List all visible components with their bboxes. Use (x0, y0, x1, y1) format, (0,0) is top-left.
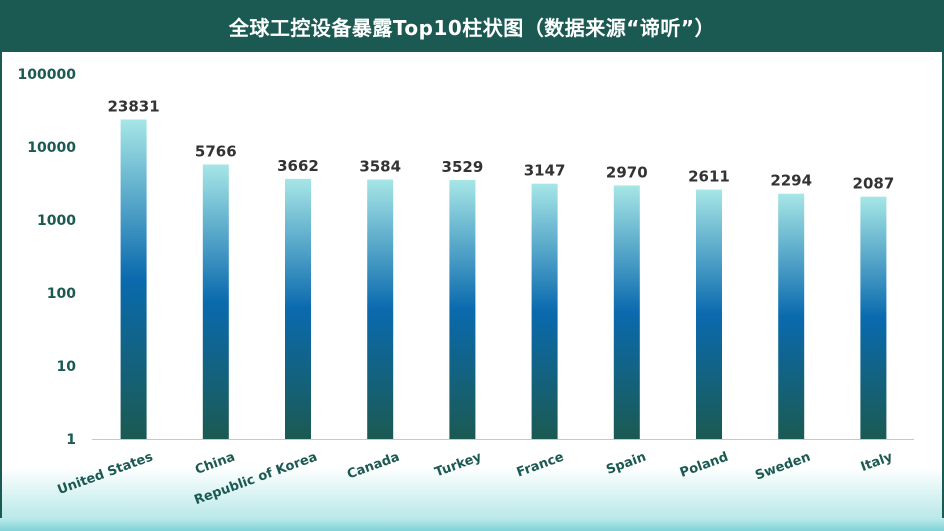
data-label: 5766 (195, 142, 237, 160)
data-label: 2087 (853, 175, 895, 193)
data-label: 23831 (108, 97, 160, 115)
bottom-band (0, 518, 944, 531)
bar (285, 178, 311, 439)
bar (202, 164, 229, 439)
data-label: 2970 (606, 163, 648, 181)
x-tick-label: France (515, 450, 566, 481)
x-tick-label: Turkey (433, 449, 484, 480)
data-label: 3662 (277, 157, 319, 175)
x-tick-label: Italy (859, 449, 895, 474)
x-tick-label: Poland (678, 450, 730, 481)
chart-title: 全球工控设备暴露Top10柱状图（数据来源“谛听”） (228, 15, 716, 40)
bar (778, 193, 805, 439)
bar (860, 196, 887, 439)
chart-header: 全球工控设备暴露Top10柱状图（数据来源“谛听”） (0, 0, 944, 52)
y-axis-ticks: 1 10 100 1000 10000 100000 (18, 67, 77, 448)
bar (613, 185, 640, 439)
y-tick-label: 10000 (27, 140, 76, 156)
y-tick-label: 1000 (37, 213, 76, 229)
bar (120, 119, 147, 439)
x-tick-label: Sweden (753, 450, 812, 484)
y-tick-label: 1 (66, 432, 76, 448)
data-label: 3147 (524, 162, 566, 180)
bar (449, 180, 476, 439)
y-tick-label: 100 (47, 286, 76, 302)
data-label: 2611 (688, 168, 730, 186)
x-tick-label: Canada (345, 450, 401, 483)
bars-group (120, 119, 887, 440)
data-labels-group: 23831 5766 3662 3584 3529 3147 2970 2611 2294 208… (108, 97, 895, 192)
x-tick-label: China (193, 450, 237, 478)
y-tick-label: 10 (57, 359, 77, 375)
data-label: 3529 (442, 158, 484, 176)
x-tick-label: Spain (604, 450, 648, 478)
data-label: 3584 (359, 158, 401, 176)
bar (531, 183, 558, 439)
data-label: 2294 (770, 172, 812, 190)
x-tick-label: United States (56, 450, 156, 498)
bar (696, 189, 722, 439)
y-tick-label: 100000 (18, 67, 77, 83)
bar (367, 179, 394, 440)
